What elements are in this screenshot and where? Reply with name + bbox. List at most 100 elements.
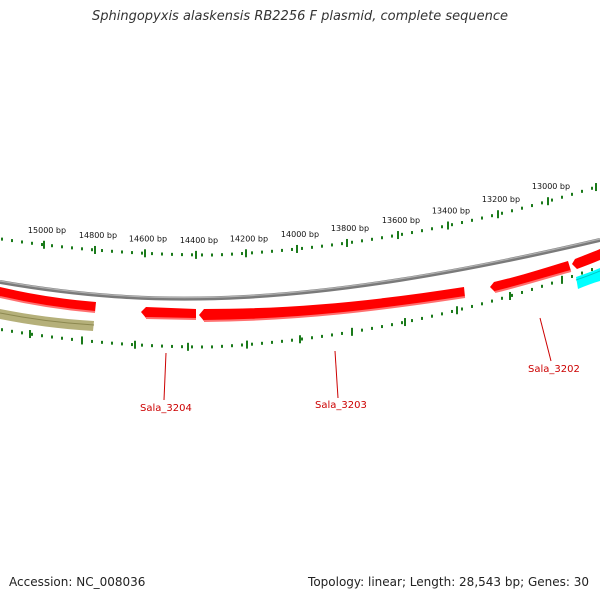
outer-minor-tick bbox=[101, 249, 103, 253]
outer-minor-tick bbox=[131, 251, 133, 255]
outer-minor-tick bbox=[451, 223, 453, 227]
outer-minor-tick bbox=[411, 231, 413, 235]
scale-label: 13200 bp bbox=[482, 195, 520, 204]
outer-minor-tick bbox=[11, 239, 13, 243]
inner-minor-tick bbox=[591, 268, 593, 272]
inner-minor-tick bbox=[571, 274, 573, 278]
outer-major-tick bbox=[245, 249, 247, 258]
sequence-backbone bbox=[0, 238, 600, 301]
inner-minor-tick bbox=[531, 287, 533, 291]
inner-minor-tick bbox=[471, 304, 473, 308]
outer-minor-tick bbox=[171, 252, 173, 256]
gene-red-right[interactable] bbox=[572, 249, 600, 269]
topology-text: Topology: linear; Length: 28,543 bp; Gen… bbox=[308, 575, 589, 589]
outer-major-tick bbox=[595, 183, 597, 192]
outer-minor-tick bbox=[181, 253, 183, 257]
outer-minor-tick bbox=[61, 245, 63, 249]
outer-minor-tick bbox=[361, 239, 363, 243]
leader-sala-3204 bbox=[163, 352, 167, 401]
inner-minor-tick bbox=[221, 344, 223, 348]
outer-minor-tick bbox=[521, 206, 523, 210]
gene-label-sala-3204[interactable]: Sala_3204 bbox=[140, 403, 192, 414]
outer-minor-tick bbox=[331, 243, 333, 247]
gene-label-sala-3203[interactable]: Sala_3203 bbox=[315, 400, 367, 411]
scale-label: 14400 bp bbox=[180, 236, 218, 245]
outer-minor-tick bbox=[271, 249, 273, 253]
inner-minor-tick bbox=[371, 326, 373, 330]
outer-major-tick bbox=[43, 240, 45, 249]
gene-sala-3202[interactable] bbox=[490, 261, 571, 292]
inner-minor-tick bbox=[171, 344, 173, 348]
outer-minor-tick bbox=[421, 229, 423, 233]
inner-major-tick bbox=[187, 342, 189, 351]
inner-major-tick bbox=[404, 318, 406, 327]
gene-sala-3203[interactable] bbox=[199, 287, 465, 321]
inner-minor-tick bbox=[291, 338, 293, 342]
inner-minor-tick bbox=[431, 314, 433, 318]
outer-major-tick bbox=[497, 210, 499, 219]
inner-minor-tick bbox=[191, 345, 193, 349]
inner-minor-tick bbox=[241, 343, 243, 347]
inner-minor-tick bbox=[481, 302, 483, 306]
inner-major-tick bbox=[134, 340, 136, 349]
inner-minor-tick bbox=[161, 344, 163, 348]
inner-minor-tick bbox=[31, 332, 33, 336]
gene-olive-left[interactable] bbox=[0, 309, 94, 331]
inner-minor-tick bbox=[511, 293, 513, 297]
gene-label-sala-3202[interactable]: Sala_3202 bbox=[528, 364, 580, 375]
inner-minor-tick bbox=[321, 334, 323, 338]
inner-major-tick bbox=[299, 335, 301, 344]
inner-minor-tick bbox=[581, 271, 583, 275]
inner-minor-tick bbox=[1, 328, 3, 332]
outer-minor-tick bbox=[241, 252, 243, 256]
gene-sala-3204[interactable] bbox=[141, 307, 196, 319]
inner-minor-tick bbox=[461, 307, 463, 311]
inner-minor-tick bbox=[361, 328, 363, 332]
inner-minor-tick bbox=[101, 340, 103, 344]
inner-minor-tick bbox=[521, 290, 523, 294]
inner-minor-tick bbox=[281, 339, 283, 343]
inner-minor-tick bbox=[301, 337, 303, 341]
outer-major-tick bbox=[447, 221, 449, 230]
outer-minor-tick bbox=[311, 245, 313, 249]
outer-minor-tick bbox=[301, 246, 303, 250]
inner-minor-tick bbox=[251, 342, 253, 346]
outer-minor-tick bbox=[571, 192, 573, 196]
outer-minor-tick bbox=[581, 189, 583, 193]
gene-red-left[interactable] bbox=[0, 287, 96, 312]
scale-label: 14600 bp bbox=[129, 234, 167, 243]
scale-label: 14000 bp bbox=[281, 230, 319, 239]
outer-minor-tick bbox=[441, 225, 443, 229]
outer-minor-tick bbox=[151, 252, 153, 256]
outer-minor-tick bbox=[461, 221, 463, 225]
leader-sala-3202 bbox=[539, 317, 552, 362]
inner-minor-tick bbox=[211, 345, 213, 349]
scale-label: 13800 bp bbox=[331, 224, 369, 233]
map-title: Sphingopyxis alaskensis RB2256 F plasmid… bbox=[92, 9, 508, 24]
outer-minor-tick bbox=[381, 236, 383, 240]
outer-minor-tick bbox=[531, 204, 533, 208]
inner-minor-tick bbox=[341, 331, 343, 335]
outer-minor-tick bbox=[21, 240, 23, 244]
outer-major-tick bbox=[397, 231, 399, 240]
outer-minor-tick bbox=[201, 253, 203, 257]
inner-minor-tick bbox=[501, 296, 503, 300]
inner-minor-tick bbox=[421, 316, 423, 320]
outer-minor-tick bbox=[501, 211, 503, 215]
inner-scale bbox=[1, 268, 593, 351]
outer-minor-tick bbox=[141, 251, 143, 255]
inner-major-tick bbox=[351, 327, 353, 336]
outer-minor-tick bbox=[231, 252, 233, 256]
inner-minor-tick bbox=[491, 299, 493, 303]
inner-major-tick bbox=[456, 306, 458, 315]
outer-major-tick bbox=[195, 250, 197, 259]
outer-minor-tick bbox=[371, 237, 373, 241]
outer-major-tick bbox=[346, 238, 348, 247]
outer-minor-tick bbox=[481, 216, 483, 220]
outer-major-tick bbox=[94, 245, 96, 254]
inner-minor-tick bbox=[271, 340, 273, 344]
outer-minor-tick bbox=[351, 240, 353, 244]
scale-label: 14200 bp bbox=[230, 234, 268, 243]
inner-minor-tick bbox=[391, 323, 393, 327]
